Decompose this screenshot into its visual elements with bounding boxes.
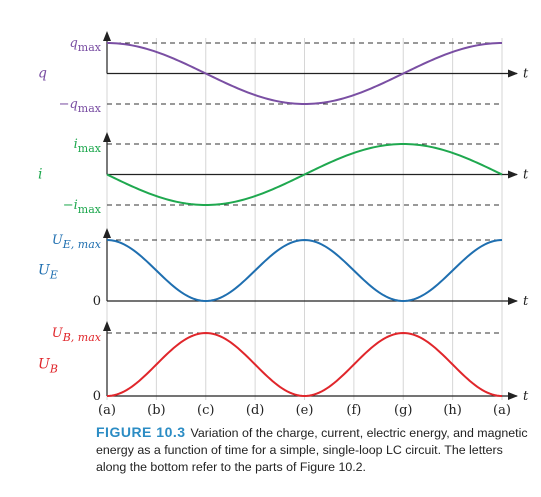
time-label: (b) bbox=[147, 403, 165, 418]
series-curve bbox=[106, 42, 503, 106]
y-axis-arrow bbox=[103, 31, 111, 41]
level-label: 0 bbox=[93, 294, 101, 309]
figure-caption: FIGURE 10.3 Variation of the charge, curr… bbox=[96, 424, 536, 476]
level-label: UE, max bbox=[52, 233, 102, 251]
row-label: UB bbox=[38, 357, 58, 376]
time-axis-arrow bbox=[508, 297, 518, 305]
time-axis-arrow bbox=[508, 69, 518, 78]
time-axis-arrow bbox=[508, 392, 518, 400]
time-label: (e) bbox=[296, 403, 314, 418]
time-label: (h) bbox=[443, 403, 462, 418]
series-curve bbox=[106, 142, 503, 207]
level-label: −imax bbox=[63, 198, 102, 216]
time-label: (c) bbox=[197, 403, 214, 418]
level-label: 0 bbox=[93, 389, 101, 404]
lc-circuit-figure: qmax −qmax t q imax −imax t i UE, max 0 t UE UB, max… bbox=[38, 31, 529, 418]
row-label: i bbox=[38, 167, 42, 183]
y-axis-arrow bbox=[103, 321, 111, 331]
level-label: imax bbox=[74, 137, 102, 155]
y-axis-arrow bbox=[103, 228, 111, 238]
level-label: −qmax bbox=[59, 97, 102, 115]
row-label: UE bbox=[38, 263, 58, 282]
time-label: (g) bbox=[394, 403, 412, 418]
time-axis-label: t bbox=[523, 389, 529, 404]
time-axis-label: t bbox=[523, 294, 529, 309]
series-curve bbox=[106, 238, 503, 303]
y-axis-arrow bbox=[103, 132, 111, 142]
time-label: (d) bbox=[246, 403, 264, 418]
series-curve bbox=[106, 331, 503, 398]
time-label: (f) bbox=[346, 403, 361, 418]
time-axis-label: t bbox=[523, 168, 529, 183]
row-label: q bbox=[38, 66, 47, 82]
time-label: (a) bbox=[493, 403, 511, 418]
time-axis-arrow bbox=[508, 170, 518, 179]
level-label: UB, max bbox=[52, 326, 102, 344]
level-label: qmax bbox=[69, 36, 101, 54]
time-label: (a) bbox=[98, 403, 116, 418]
time-axis-label: t bbox=[523, 67, 529, 82]
caption-text: Variation of the charge, current, electr… bbox=[96, 426, 528, 474]
figure-label: FIGURE 10.3 bbox=[96, 424, 186, 440]
